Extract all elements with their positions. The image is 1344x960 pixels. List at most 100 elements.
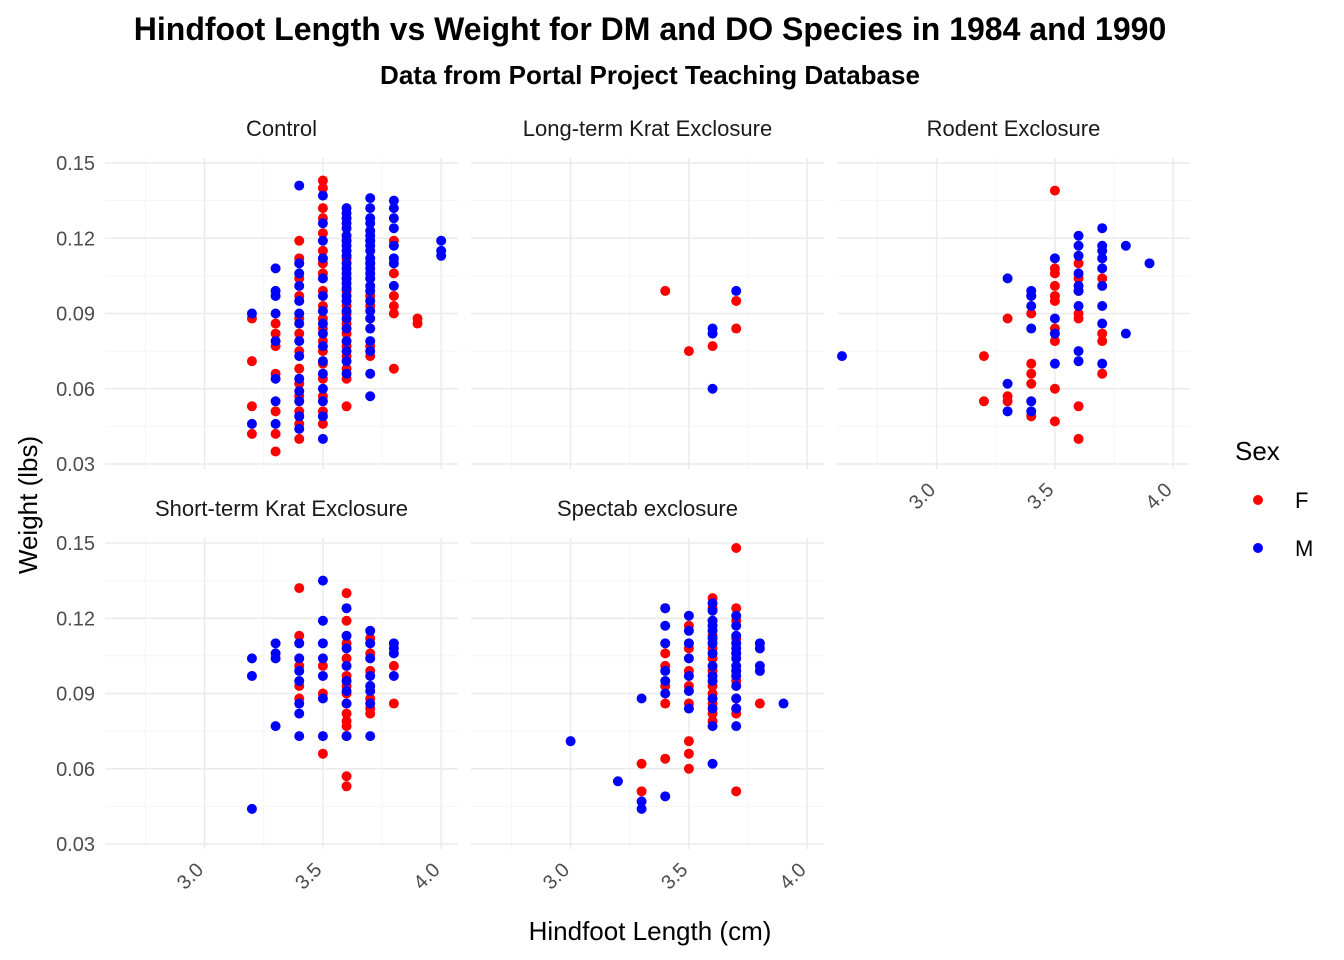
data-point-f <box>1049 383 1060 394</box>
data-point-m <box>270 336 281 347</box>
data-point-m <box>294 373 305 384</box>
y-tick-label: 0.09 <box>56 304 95 326</box>
data-point-m <box>341 643 352 654</box>
data-point-f <box>1049 268 1060 279</box>
data-point-m <box>246 308 257 319</box>
data-point-m <box>754 643 765 654</box>
data-point-m <box>1144 258 1155 269</box>
data-point-m <box>1073 285 1084 296</box>
data-point-f <box>731 323 742 334</box>
data-point-m <box>707 693 718 704</box>
data-point-m <box>365 731 376 742</box>
data-point-m <box>388 648 399 659</box>
data-point-f <box>1049 295 1060 306</box>
data-point-f <box>1049 280 1060 291</box>
facet-strip-label: Long-term Krat Exclosure <box>523 116 772 141</box>
data-point-f <box>341 781 352 792</box>
data-point-f <box>1073 258 1084 269</box>
data-point-m <box>246 653 257 664</box>
data-point-m <box>731 620 742 631</box>
data-point-f <box>270 446 281 457</box>
data-point-m <box>365 218 376 229</box>
chart-subtitle: Data from Portal Project Teaching Databa… <box>380 60 920 90</box>
data-point-m <box>294 423 305 434</box>
data-point-m <box>365 295 376 306</box>
data-point-m <box>388 203 399 214</box>
data-point-f <box>317 418 328 429</box>
data-point-m <box>270 373 281 384</box>
data-point-m <box>341 731 352 742</box>
data-point-m <box>660 791 671 802</box>
data-point-m <box>365 391 376 402</box>
data-point-m <box>660 665 671 676</box>
data-point-f <box>1073 313 1084 324</box>
data-point-m <box>1120 240 1131 251</box>
data-point-f <box>294 235 305 246</box>
data-point-m <box>317 731 328 742</box>
data-point-m <box>341 250 352 261</box>
data-point-f <box>388 698 399 709</box>
data-point-f <box>660 648 671 659</box>
data-point-m <box>365 346 376 357</box>
data-point-m <box>246 670 257 681</box>
data-point-m <box>707 660 718 671</box>
data-point-m <box>317 396 328 407</box>
data-point-m <box>270 653 281 664</box>
data-point-m <box>365 285 376 296</box>
data-point-m <box>731 630 742 641</box>
data-point-m <box>365 625 376 636</box>
data-point-m <box>388 240 399 251</box>
data-point-m <box>683 610 694 621</box>
data-point-m <box>365 313 376 324</box>
data-point-f <box>1002 396 1013 407</box>
data-point-m <box>1026 300 1037 311</box>
facet-panel: Spectab exclosure 3.0 3.5 4.0 <box>471 496 824 894</box>
data-point-m <box>341 305 352 316</box>
data-point-f <box>317 183 328 194</box>
data-point-m <box>778 698 789 709</box>
y-axis-label: Weight (lbs) <box>13 436 43 574</box>
x-axis-label: Hindfoot Length (cm) <box>529 916 772 946</box>
data-point-m <box>365 245 376 256</box>
data-point-f <box>388 660 399 671</box>
data-point-m <box>683 653 694 664</box>
data-point-m <box>341 356 352 367</box>
data-point-m <box>1073 356 1084 367</box>
data-point-m <box>317 235 328 246</box>
data-point-m <box>1049 313 1060 324</box>
data-point-m <box>436 235 447 246</box>
data-point-m <box>1026 290 1037 301</box>
data-point-m <box>365 638 376 649</box>
data-point-m <box>294 675 305 686</box>
data-point-f <box>660 285 671 296</box>
legend-label: M <box>1295 536 1313 561</box>
data-point-m <box>1097 253 1108 264</box>
data-point-m <box>754 665 765 676</box>
y-tick-label: 0.12 <box>56 228 95 250</box>
data-point-m <box>1073 230 1084 241</box>
facet-panel: Long-term Krat Exclosure <box>471 116 824 469</box>
data-point-f <box>683 748 694 759</box>
data-point-f <box>660 698 671 709</box>
data-point-f <box>1049 185 1060 196</box>
data-point-m <box>660 688 671 699</box>
data-point-f <box>636 758 647 769</box>
data-point-f <box>317 203 328 214</box>
data-point-m <box>731 680 742 691</box>
data-point-m <box>731 670 742 681</box>
data-point-m <box>365 273 376 284</box>
data-point-m <box>317 433 328 444</box>
data-point-m <box>365 193 376 204</box>
data-point-m <box>1097 358 1108 369</box>
data-point-m <box>1073 268 1084 279</box>
data-point-m <box>707 625 718 636</box>
data-point-m <box>683 638 694 649</box>
data-point-m <box>660 675 671 686</box>
y-tick-label: 0.03 <box>56 834 95 856</box>
data-point-m <box>388 670 399 681</box>
x-tick-label: 3.5 <box>1023 479 1058 514</box>
data-point-f <box>388 308 399 319</box>
data-point-f <box>1026 358 1037 369</box>
data-point-m <box>270 418 281 429</box>
